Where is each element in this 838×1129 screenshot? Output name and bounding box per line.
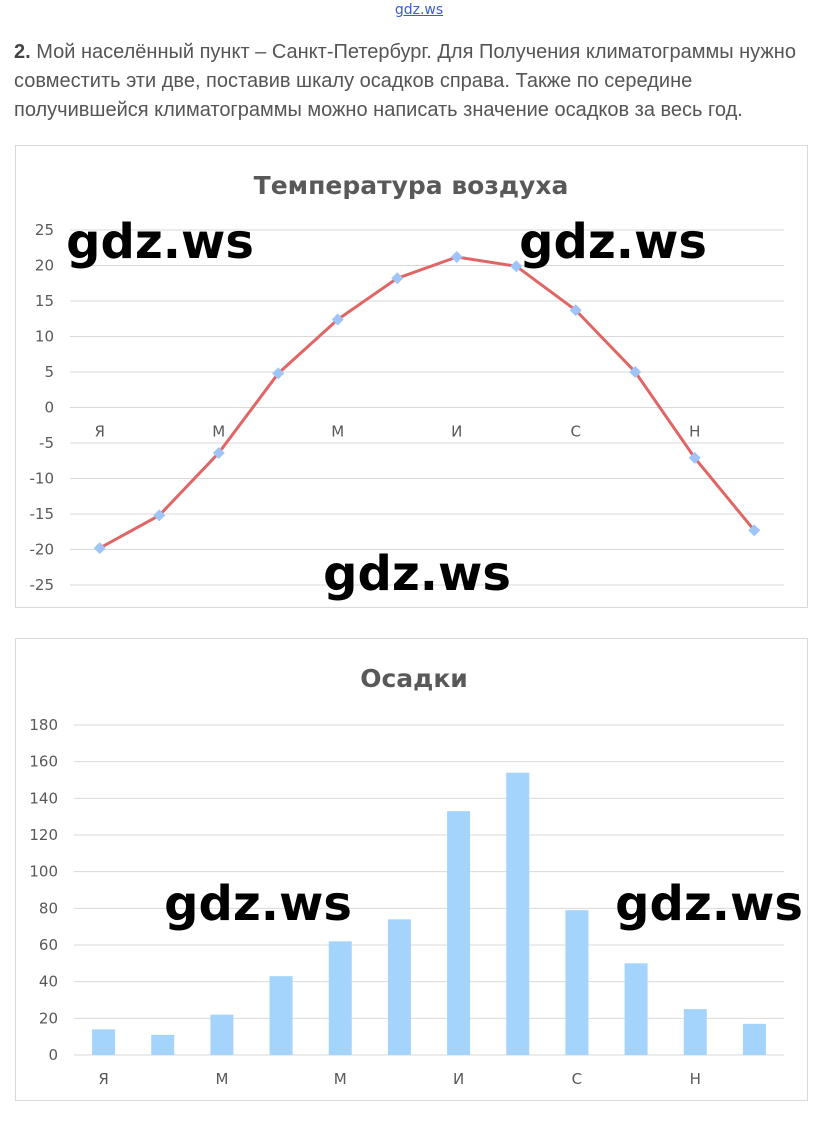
- precipitation-y-tick-label: 60: [39, 936, 58, 954]
- precipitation-x-tick-label: С: [572, 1070, 582, 1088]
- temperature-x-tick-label: Я: [95, 423, 105, 441]
- temperature-data-point: [331, 313, 344, 326]
- precipitation-bar: [447, 811, 471, 1055]
- precipitation-chart-panel: Осадки 180 160 140 120 100 80 60 40 20 0 Я М М И С Н: [15, 638, 808, 1101]
- precipitation-x-tick-label: Я: [98, 1070, 108, 1088]
- precipitation-bar: [506, 772, 530, 1055]
- temperature-x-tick-label: М: [331, 423, 344, 441]
- temperature-y-tick-label: 5: [44, 363, 54, 381]
- temperature-x-tick-label: И: [451, 423, 462, 441]
- temperature-data-point: [748, 524, 761, 537]
- precipitation-y-tick-label: 160: [29, 753, 58, 771]
- temperature-data-point: [391, 272, 404, 285]
- temperature-data-point: [212, 446, 225, 459]
- temperature-y-tick-label: -20: [30, 541, 55, 559]
- precipitation-y-tick-label: 140: [29, 789, 58, 807]
- precipitation-y-tick-label: 40: [39, 973, 58, 991]
- temperature-data-point: [688, 451, 701, 464]
- temperature-x-tick-label: М: [212, 423, 225, 441]
- temperature-y-tick-label: 0: [44, 399, 54, 417]
- temperature-x-tick-label: С: [571, 423, 581, 441]
- precipitation-bar: [328, 941, 352, 1055]
- temperature-data-point: [93, 542, 106, 555]
- precipitation-bar: [210, 1014, 234, 1055]
- precipitation-bar: [683, 1009, 707, 1055]
- task-text: 2. Мой населённый пункт – Санкт-Петербур…: [14, 38, 829, 125]
- precipitation-bar: [151, 1034, 175, 1055]
- precipitation-x-tick-label: М: [334, 1070, 347, 1088]
- temperature-y-tick-label: 25: [35, 221, 54, 239]
- task-number: 2.: [14, 41, 31, 63]
- precipitation-y-tick-label: 120: [29, 826, 58, 844]
- temperature-y-tick-label: 20: [35, 257, 54, 275]
- precipitation-x-tick-label: Н: [690, 1070, 701, 1088]
- temperature-y-tick-label: 15: [35, 292, 54, 310]
- precipitation-x-tick-label: И: [453, 1070, 464, 1088]
- site-logo[interactable]: gdz.ws: [394, 2, 444, 18]
- temperature-y-tick-label: -5: [39, 434, 54, 452]
- precipitation-bar: [92, 1029, 116, 1055]
- temperature-series-line: [99, 255, 756, 550]
- precipitation-bar: [269, 976, 293, 1055]
- task-description: Мой населённый пункт – Санкт-Петербург. …: [14, 41, 796, 121]
- precipitation-chart: Осадки 180 160 140 120 100 80 60 40 20 0 Я М М И С Н: [29, 664, 784, 1088]
- temperature-data-point: [450, 250, 463, 263]
- precipitation-bar: [565, 910, 589, 1055]
- precipitation-chart-title: Осадки: [360, 664, 468, 693]
- precipitation-y-tick-label: 20: [39, 1009, 58, 1027]
- temperature-chart-title: Температура воздуха: [254, 171, 569, 200]
- temperature-chart-panel: Температура воздуха 25 20 15 10 5 0 -5 -10 -15 -20…: [15, 145, 808, 608]
- temperature-data-point: [272, 367, 285, 380]
- temperature-y-tick-label: -10: [30, 470, 55, 488]
- precipitation-bar: [742, 1023, 766, 1055]
- precipitation-bar: [624, 963, 648, 1055]
- precipitation-bar: [387, 919, 411, 1055]
- temperature-y-tick-label: 10: [35, 328, 54, 346]
- temperature-data-point: [629, 366, 642, 378]
- temperature-x-tick-label: Н: [689, 423, 700, 441]
- precipitation-y-tick-label: 180: [29, 716, 58, 734]
- temperature-data-point: [153, 509, 166, 522]
- temperature-data-point: [569, 304, 582, 317]
- temperature-data-point: [510, 260, 523, 273]
- precipitation-x-tick-label: М: [215, 1070, 228, 1088]
- temperature-y-tick-label: -15: [30, 505, 55, 523]
- precipitation-y-tick-label: 0: [48, 1046, 58, 1064]
- precipitation-y-tick-label: 100: [29, 863, 58, 881]
- temperature-y-tick-label: -25: [30, 576, 55, 594]
- precipitation-y-tick-label: 80: [39, 899, 58, 917]
- temperature-chart: Температура воздуха 25 20 15 10 5 0 -5 -10 -15 -20…: [30, 171, 784, 594]
